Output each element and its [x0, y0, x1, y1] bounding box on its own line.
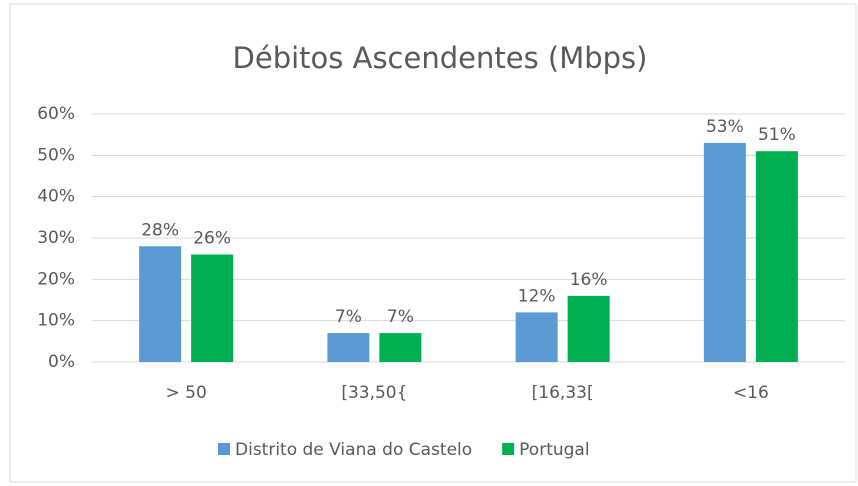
y-tick-label: 0%	[48, 352, 75, 372]
value-label: 7%	[335, 307, 362, 327]
x-tick-label: <16	[733, 383, 769, 403]
value-label: 26%	[193, 229, 231, 249]
legend-swatch	[502, 443, 515, 455]
y-tick-label: 50%	[37, 145, 75, 165]
x-tick-label: [33,50{	[341, 383, 407, 403]
x-tick-label: > 50	[165, 383, 206, 403]
value-label: 51%	[758, 125, 796, 145]
legend-swatch	[218, 443, 230, 455]
value-label: 28%	[141, 220, 179, 240]
bar	[191, 254, 234, 362]
legend-label: Distrito de Viana do Castelo	[235, 440, 472, 460]
value-label: 7%	[387, 307, 414, 327]
bar	[139, 246, 182, 362]
value-label: 16%	[570, 270, 608, 290]
bar	[327, 333, 370, 362]
value-label: 53%	[706, 117, 744, 137]
chart-title: Débitos Ascendentes (Mbps)	[233, 41, 648, 75]
y-tick-label: 40%	[37, 187, 75, 207]
bar	[755, 151, 798, 362]
bar	[703, 142, 746, 362]
x-tick-label: [16,33[	[532, 383, 594, 403]
value-label: 12%	[518, 286, 556, 306]
bar	[567, 295, 610, 362]
bar	[379, 333, 422, 362]
y-tick-label: 60%	[37, 104, 75, 124]
y-tick-label: 30%	[37, 228, 75, 248]
y-tick-label: 10%	[37, 311, 75, 331]
bar	[515, 312, 558, 362]
legend-label: Portugal	[519, 440, 589, 460]
y-tick-label: 20%	[37, 269, 75, 289]
